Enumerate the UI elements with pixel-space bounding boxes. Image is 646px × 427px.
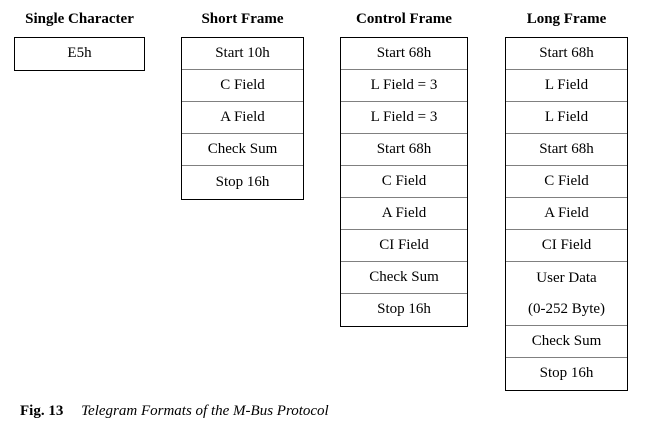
frame-field-start: Start 68h [341,134,467,166]
frame-field-a: A Field [341,198,467,230]
frame-field-checksum: Check Sum [506,326,627,358]
frame-field-start: Start 10h [182,38,303,70]
column-title-short-frame: Short Frame [201,11,284,27]
frame-field-ci: CI Field [341,230,467,262]
short-frame: Start 10h C Field A Field Check Sum Stop… [181,37,304,200]
frame-field-l: L Field [506,102,627,134]
frame-field-ci: CI Field [506,230,627,262]
control-frame: Start 68h L Field = 3 L Field = 3 Start … [340,37,468,327]
long-frame: Start 68h L Field L Field Start 68h C Fi… [505,37,628,391]
frame-field-checksum: Check Sum [182,134,303,166]
frame-field-user-data: User Data [536,269,597,286]
frame-field-a: A Field [506,198,627,230]
frame-field-l: L Field [506,70,627,102]
column-title-long-frame: Long Frame [526,11,607,27]
frame-field-l: L Field = 3 [341,70,467,102]
figure-caption: Fig. 13 Telegram Formats of the M-Bus Pr… [20,403,329,420]
frame-field-c: C Field [506,166,627,198]
frame-field-c: C Field [341,166,467,198]
figure-title: Telegram Formats of the M-Bus Protocol [81,403,329,419]
frame-field-user-data-size: (0-252 Byte) [506,294,627,326]
single-character-frame: E5h [14,37,145,71]
frame-field-stop: Stop 16h [539,365,594,381]
frame-field-c: C Field [182,70,303,102]
frame-field-start: Start 68h [506,38,627,70]
frame-field-l: L Field = 3 [341,102,467,134]
frame-field-checksum: Check Sum [341,262,467,294]
figure-label: Fig. 13 [20,403,64,419]
frame-field-stop: Stop 16h [215,173,270,190]
frame-field-start: Start 68h [506,134,627,166]
column-title-control-frame: Control Frame [356,11,452,27]
frame-field: E5h [67,45,92,61]
frame-field-start: Start 68h [341,38,467,70]
frame-field-stop: Stop 16h [377,301,431,317]
column-title-single-character: Single Character [25,11,134,27]
frame-field-a: A Field [182,102,303,134]
